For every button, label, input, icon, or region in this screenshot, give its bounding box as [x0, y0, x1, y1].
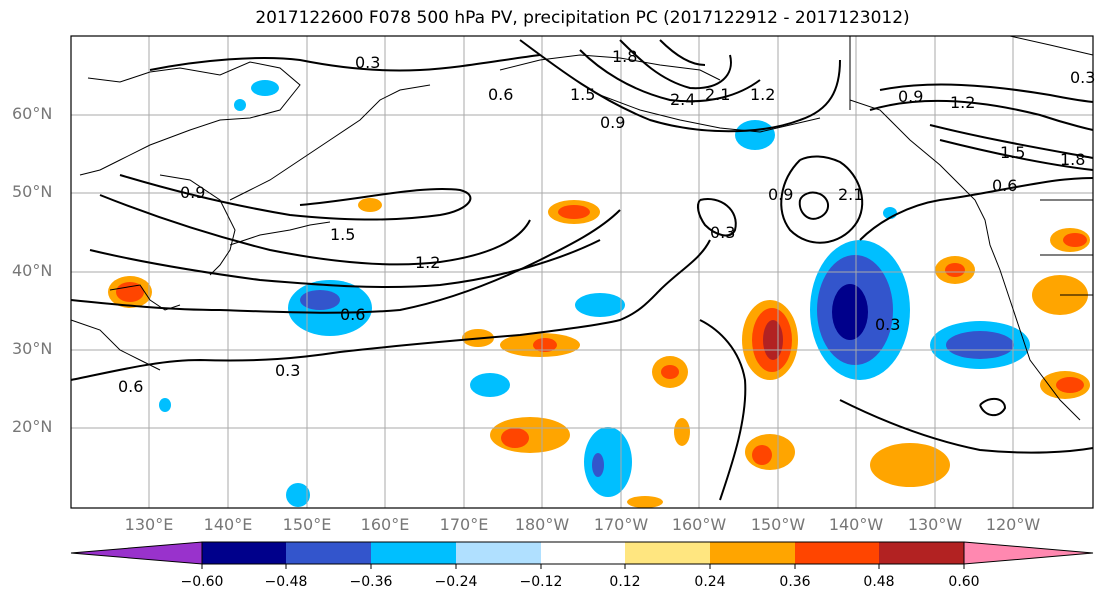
- colorbar-bin-1: [202, 542, 286, 564]
- contour-label-20: 1.5: [1000, 143, 1025, 162]
- map-title: 2017122600 F078 500 hPa PV, precipitatio…: [255, 8, 910, 28]
- lat-label-40n: 40°N: [12, 261, 53, 280]
- colorbar-bin-3: [371, 542, 456, 564]
- colorbar-bin-9: [879, 542, 964, 564]
- contour-label-1: 0.6: [488, 85, 513, 104]
- lon-label-150w: 150°W: [750, 515, 806, 534]
- grid-lines: [71, 36, 1093, 508]
- colorbar-frame: [201, 541, 965, 565]
- lat-label-60n: 60°N: [12, 104, 53, 123]
- lon-label-170w: 170°W: [593, 515, 649, 534]
- colorbar-tick-8: 0.36: [779, 574, 811, 590]
- colorbar-tick-7: 0.24: [694, 574, 726, 590]
- contour-label-6: 0.3: [275, 361, 300, 380]
- lon-label-160e: 160°E: [360, 515, 410, 534]
- contour-labels: 0.3 0.6 0.9 1.5 1.2 0.6 0.3 0.6 0.9 1.8 …: [118, 47, 1095, 396]
- lat-label-30n: 30°N: [12, 339, 53, 358]
- lat-label-50n: 50°N: [12, 182, 53, 201]
- negative-precip-areas: [159, 80, 1030, 507]
- coastlines: [70, 35, 1094, 421]
- contour-label-23: 0.6: [992, 176, 1017, 195]
- colorbar: [70, 541, 1094, 569]
- contour-label-21: 1.8: [1060, 150, 1085, 169]
- colorbar-extend-low: [70, 541, 203, 565]
- contour-label-3: 1.5: [330, 225, 355, 244]
- contour-label-9: 1.8: [612, 47, 637, 66]
- colorbar-bin-2: [286, 542, 371, 564]
- contour-label-18: 0.9: [898, 87, 923, 106]
- contour-label-15: 0.9: [768, 185, 793, 204]
- colorbar-tick-9: 0.48: [863, 574, 895, 590]
- contour-label-0: 0.3: [355, 53, 380, 72]
- contour-label-10: 1.5: [570, 85, 595, 104]
- contour-label-12: 2.1: [705, 85, 730, 104]
- lon-label-160w: 160°W: [671, 515, 727, 534]
- lon-label-140w: 140°W: [828, 515, 884, 534]
- contour-label-19: 1.2: [950, 93, 975, 112]
- lon-label-130e: 130°E: [124, 515, 174, 534]
- contour-label-2: 0.9: [180, 183, 205, 202]
- colorbar-tick-2: −0.48: [264, 574, 308, 590]
- colorbar-tick-1: −0.60: [180, 574, 224, 590]
- contour-label-22: 0.3: [1070, 68, 1095, 87]
- contour-label-11: 2.4: [670, 90, 695, 109]
- lon-label-170e: 170°E: [439, 515, 489, 534]
- contour-label-17: 0.3: [875, 315, 900, 334]
- colorbar-tick-10: 0.60: [948, 574, 980, 590]
- colorbar-tick-4: −0.24: [434, 574, 478, 590]
- contour-label-14: 0.3: [710, 223, 735, 242]
- colorbar-extend-high: [963, 541, 1094, 565]
- lon-label-130w: 130°W: [907, 515, 963, 534]
- lon-label-120w: 120°W: [985, 515, 1041, 534]
- contour-label-8: 0.9: [600, 113, 625, 132]
- colorbar-bin-4: [456, 542, 541, 564]
- colorbar-tick-3: −0.36: [349, 574, 393, 590]
- lon-label-150e: 150°E: [282, 515, 332, 534]
- lon-label-140e: 140°E: [203, 515, 253, 534]
- colorbar-tick-5: −0.12: [519, 574, 563, 590]
- colorbar-bin-7: [710, 542, 795, 564]
- lon-label-180w: 180°W: [514, 515, 570, 534]
- contour-label-4: 1.2: [415, 253, 440, 272]
- colorbar-tick-6: 0.12: [609, 574, 641, 590]
- lat-label-20n: 20°N: [12, 417, 53, 436]
- contour-label-7: 0.6: [118, 377, 143, 396]
- map-border: [70, 35, 1094, 509]
- colorbar-bin-8: [795, 542, 879, 564]
- contour-label-16: 2.1: [838, 185, 863, 204]
- positive-precip-areas: [108, 198, 1090, 508]
- pv-contours: [70, 39, 1094, 501]
- colorbar-bin-5: [541, 542, 625, 564]
- contour-label-13: 1.2: [750, 85, 775, 104]
- contour-label-5: 0.6: [340, 305, 365, 324]
- colorbar-bin-6: [625, 542, 710, 564]
